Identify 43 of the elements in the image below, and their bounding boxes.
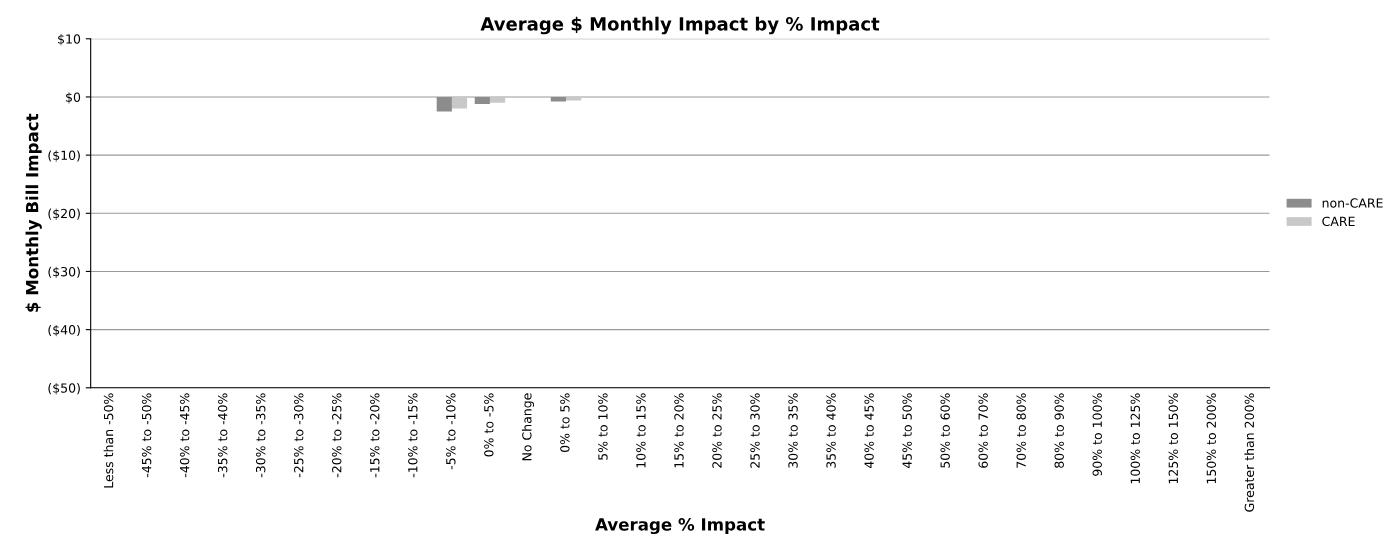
x-tick-label: 70% to 80%: [1016, 393, 1026, 468]
x-tick-label: -45% to -50%: [141, 393, 152, 478]
x-tick-label: 20% to 25%: [712, 393, 722, 468]
x-tick-label: -10% to -15%: [408, 393, 418, 478]
x-tick-label: Greater than 200%: [1244, 393, 1255, 512]
x-tick-label: 15% to 20%: [674, 393, 684, 468]
x-tick-label: -30% to -35%: [255, 393, 266, 478]
x-tick-label: 50% to 60%: [940, 393, 950, 468]
x-tick-label: 45% to 50%: [902, 393, 912, 469]
x-tick-label: 0% to 5%: [560, 393, 570, 452]
x-tick-label: 150% to 200%: [1206, 393, 1217, 484]
x-tick-label: -25% to -30%: [293, 393, 304, 478]
x-tick-label: 80% to 90%: [1054, 393, 1064, 468]
x-tick-label: 5% to 10%: [598, 393, 608, 460]
x-tick-label: No Change: [521, 393, 535, 461]
y-tick-label: ($50): [48, 383, 80, 395]
y-tick-label: ($20): [48, 208, 80, 220]
legend-label: non-CARE: [1322, 198, 1383, 208]
x-tick-label: 60% to 70%: [978, 393, 988, 468]
y-axis-title: $ Monthly Bill Impact: [25, 113, 42, 312]
x-tick-label: 10% to 15%: [636, 393, 646, 468]
x-tick-label: 35% to 40%: [826, 393, 836, 468]
legend-label: CARE: [1322, 216, 1355, 227]
y-tick-label: ($10): [48, 150, 80, 162]
x-tick-label: -5% to -10%: [446, 393, 456, 470]
y-tick-label: $0: [66, 92, 81, 104]
x-tick-label: 40% to 45%: [864, 393, 874, 469]
x-tick-label: -35% to -40%: [217, 393, 228, 478]
x-tick-label: -15% to -20%: [370, 393, 380, 478]
chart-title: Average $ Monthly Impact by % Impact: [480, 16, 880, 35]
y-tick-label: ($40): [48, 324, 80, 337]
y-tick-label: ($30): [48, 266, 80, 279]
x-tick-label: 25% to 30%: [750, 393, 760, 468]
x-tick-label: 0% to -5%: [484, 393, 494, 457]
y-tick-label: $10: [58, 34, 81, 46]
x-tick-label: 125% to 150%: [1168, 393, 1179, 484]
x-tick-label: 30% to 35%: [788, 393, 798, 468]
x-tick-label: -20% to -25%: [332, 393, 342, 478]
x-tick-label: Less than -50%: [103, 393, 114, 488]
x-tick-label: -40% to -45%: [179, 393, 190, 478]
x-tick-label: 100% to 125%: [1130, 393, 1140, 484]
x-axis-title: Average % Impact: [595, 518, 765, 535]
x-tick-label: 90% to 100%: [1092, 393, 1102, 476]
